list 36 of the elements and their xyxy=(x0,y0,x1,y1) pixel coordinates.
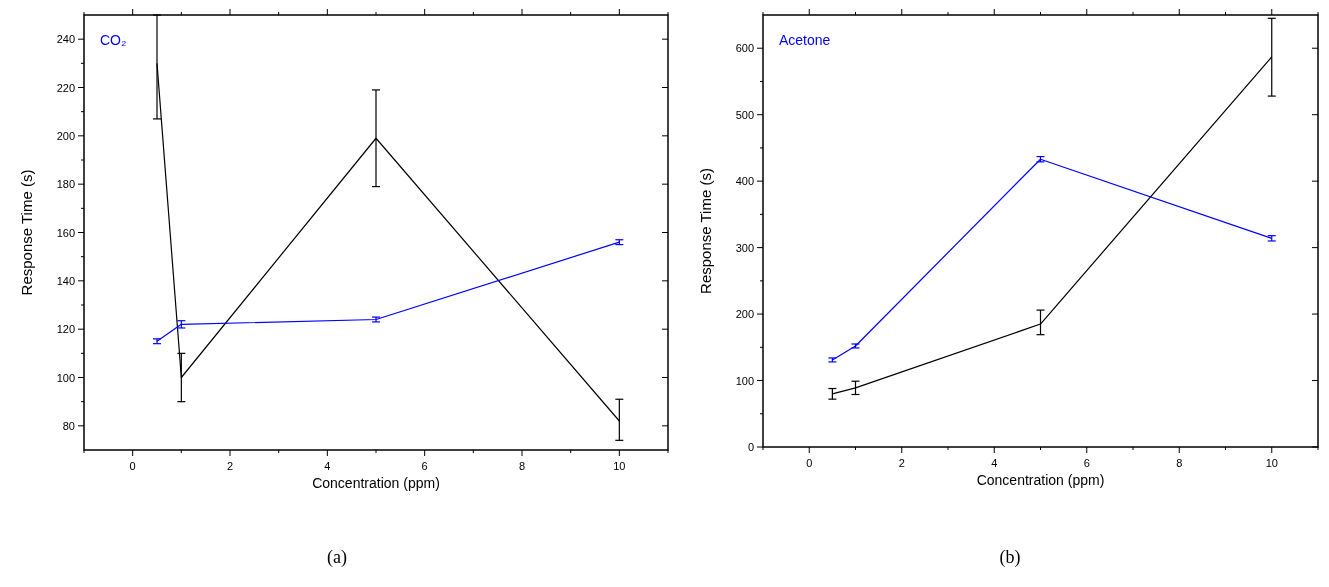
y-tick-label: 600 xyxy=(735,42,754,55)
y-tick-label: 200 xyxy=(735,308,754,321)
x-tick-label: 4 xyxy=(991,457,998,469)
x-tick-label: 10 xyxy=(1265,457,1278,469)
y-tick-label: 180 xyxy=(56,178,75,191)
x-tick-label: 2 xyxy=(898,457,905,469)
y-tick-label: 240 xyxy=(56,33,75,46)
y-tick-label: 100 xyxy=(56,371,75,384)
y-tick-label: 220 xyxy=(56,81,75,94)
x-axis-title: Concentration (ppm) xyxy=(976,472,1105,488)
x-tick-label: 0 xyxy=(806,457,813,469)
y-axis-title: Response Time (s) xyxy=(18,169,35,296)
y-tick-label: 0 xyxy=(747,441,754,453)
x-axis-title: Concentration (ppm) xyxy=(312,475,440,491)
y-tick-label: 160 xyxy=(56,226,75,239)
x-tick-label: 0 xyxy=(129,460,136,472)
y-axis-title: Response Time (s) xyxy=(697,168,714,294)
x-tick-label: 6 xyxy=(1083,457,1090,469)
x-tick-label: 8 xyxy=(1176,457,1183,469)
y-tick-label: 200 xyxy=(56,129,75,142)
x-tick-label: 2 xyxy=(226,460,234,472)
text: (a) xyxy=(327,547,347,568)
annotation: Acetone xyxy=(779,32,831,48)
y-tick-label: 300 xyxy=(735,241,754,254)
y-tick-label: 140 xyxy=(56,274,75,287)
x-tick-label: 8 xyxy=(518,460,526,472)
y-tick-label: 120 xyxy=(56,323,75,336)
text: (b) xyxy=(999,547,1021,568)
y-tick-label: 500 xyxy=(735,108,754,121)
y-tick-label: 80 xyxy=(62,419,75,432)
y-tick-label: 100 xyxy=(735,374,754,387)
x-tick-label: 10 xyxy=(613,460,626,472)
annotation: CO₂ xyxy=(100,32,127,48)
x-tick-label: 6 xyxy=(421,460,428,472)
y-tick-label: 400 xyxy=(735,175,754,188)
x-tick-label: 4 xyxy=(324,460,331,472)
